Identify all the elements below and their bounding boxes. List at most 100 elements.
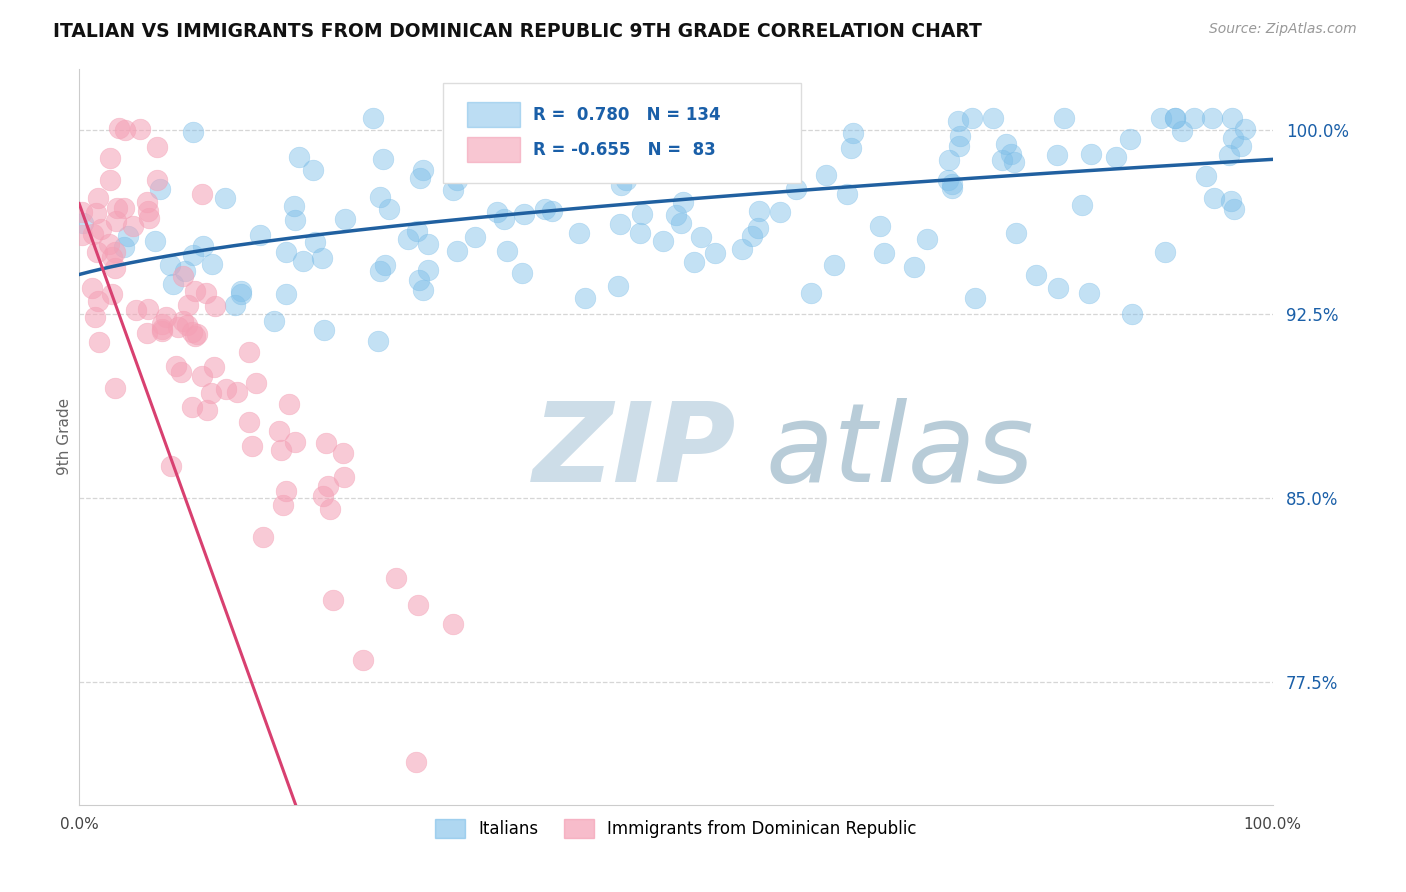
Point: [315, 436, 337, 450]
Point: [172, 314, 194, 328]
Point: [1005, 226, 1028, 240]
Point: [748, 204, 770, 219]
Point: [316, 479, 339, 493]
Point: [184, 329, 207, 343]
Point: [270, 443, 292, 458]
Point: [86, 206, 108, 220]
Point: [87, 294, 110, 309]
Point: [446, 244, 468, 258]
Point: [915, 232, 938, 246]
Point: [1201, 111, 1223, 125]
Point: [72, 216, 94, 230]
Point: [201, 258, 224, 272]
Point: [245, 376, 267, 391]
Point: [446, 172, 468, 186]
Point: [1223, 202, 1246, 217]
Point: [200, 386, 222, 401]
Point: [1046, 148, 1069, 162]
Point: [1119, 131, 1142, 145]
Point: [1171, 124, 1194, 138]
Point: [128, 121, 150, 136]
Point: [1202, 191, 1225, 205]
Point: [941, 177, 963, 191]
Point: [441, 183, 464, 197]
Point: [769, 115, 792, 129]
Point: [371, 152, 394, 166]
Point: [238, 415, 260, 429]
Point: [135, 326, 157, 340]
Point: [409, 171, 432, 186]
Point: [513, 207, 536, 221]
Point: [1230, 138, 1253, 153]
Point: [903, 260, 925, 274]
Point: [82, 227, 104, 241]
Point: [186, 327, 208, 342]
Point: [412, 283, 434, 297]
Point: [416, 237, 439, 252]
Point: [1219, 194, 1241, 208]
Point: [288, 149, 311, 163]
Text: ITALIAN VS IMMIGRANTS FROM DOMINICAN REPUBLIC 9TH GRADE CORRELATION CHART: ITALIAN VS IMMIGRANTS FROM DOMINICAN REP…: [53, 22, 983, 41]
Point: [101, 287, 124, 301]
Point: [669, 216, 692, 230]
Point: [494, 212, 516, 227]
Point: [174, 264, 197, 278]
Point: [101, 250, 124, 264]
Point: [87, 191, 110, 205]
Point: [104, 245, 127, 260]
Point: [274, 286, 297, 301]
Point: [672, 195, 695, 210]
Point: [406, 224, 429, 238]
Point: [1233, 121, 1256, 136]
Point: [138, 204, 160, 219]
Point: [769, 205, 792, 219]
Point: [146, 140, 169, 154]
Point: [1121, 307, 1143, 321]
Point: [191, 186, 214, 201]
Point: [361, 111, 384, 125]
Point: [747, 221, 769, 235]
Point: [181, 125, 204, 139]
Point: [238, 345, 260, 359]
Point: [405, 755, 427, 769]
Point: [181, 248, 204, 262]
Point: [229, 284, 252, 298]
Point: [690, 230, 713, 244]
Point: [319, 502, 342, 516]
Point: [136, 301, 159, 316]
Point: [965, 291, 987, 305]
Point: [278, 397, 301, 411]
Point: [1080, 147, 1102, 161]
Point: [135, 195, 157, 210]
FancyBboxPatch shape: [467, 137, 520, 162]
Point: [946, 113, 969, 128]
Point: [607, 278, 630, 293]
Point: [353, 653, 375, 667]
Point: [814, 168, 837, 182]
Point: [368, 264, 391, 278]
Point: [991, 153, 1014, 167]
Point: [312, 488, 335, 502]
Point: [202, 360, 225, 375]
Point: [249, 227, 271, 242]
Point: [98, 173, 121, 187]
Text: R =  0.780   N = 134: R = 0.780 N = 134: [533, 106, 720, 124]
Point: [936, 172, 959, 186]
Point: [652, 234, 675, 248]
Point: [568, 227, 591, 241]
Point: [938, 153, 960, 167]
Point: [1002, 154, 1025, 169]
Point: [1000, 147, 1022, 161]
Point: [304, 235, 326, 249]
Point: [191, 239, 214, 253]
Point: [284, 435, 307, 450]
Point: [823, 258, 845, 272]
Point: [231, 286, 253, 301]
Point: [948, 139, 970, 153]
Point: [333, 211, 356, 226]
Point: [631, 207, 654, 221]
Point: [412, 162, 434, 177]
Point: [614, 173, 637, 187]
Point: [1078, 286, 1101, 301]
Point: [665, 208, 688, 222]
